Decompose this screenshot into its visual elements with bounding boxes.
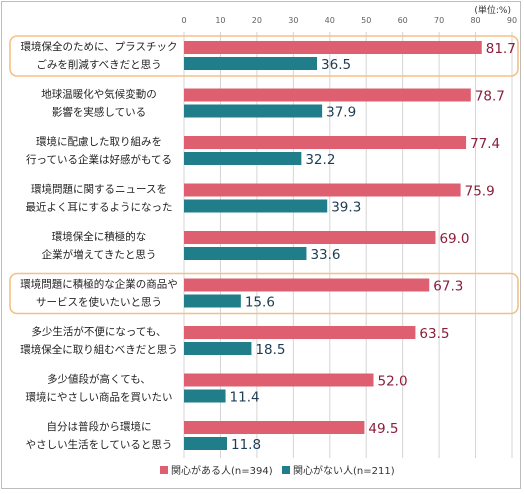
bar (184, 231, 436, 244)
x-tick-label: 90 (507, 16, 517, 25)
legend-swatch (282, 466, 290, 474)
bar (184, 247, 307, 260)
x-tick-label: 10 (215, 16, 225, 25)
category-label: 地球温暖化や気候変動の (41, 88, 157, 101)
bar (184, 342, 252, 355)
data-label: 33.6 (310, 247, 340, 263)
bar (184, 278, 430, 292)
data-label: 78.7 (475, 89, 505, 105)
data-label: 52.0 (378, 374, 408, 390)
bar (184, 57, 318, 70)
bar (184, 326, 416, 339)
category-label: 環境保全のために、プラスチック (21, 40, 178, 53)
category-label: 自分は普段から環境に (47, 420, 152, 433)
data-label: 67.3 (433, 279, 463, 295)
bar (184, 104, 323, 118)
data-label: 11.8 (231, 437, 261, 453)
data-label: 37.9 (326, 105, 356, 121)
category-label: 環境問題に関するニュースを (31, 183, 167, 196)
unit-label: (単位:%) (474, 4, 511, 16)
legend-swatch (160, 466, 168, 474)
x-tick-label: 80 (470, 16, 480, 25)
bar (184, 389, 226, 403)
x-tick-label: 30 (288, 16, 298, 25)
x-tick-label: 40 (325, 16, 335, 25)
category-label: 環境にやさしい商品を買いたい (26, 391, 173, 404)
data-label: 32.2 (305, 152, 335, 168)
category-label: 多少生活が不便になっても、 (31, 325, 166, 338)
category-label: 環境保全に積極的な (52, 230, 147, 243)
data-label: 15.6 (245, 295, 275, 311)
category-label: 影響を実感している (52, 106, 146, 119)
category-label: 環境保全に取り組むべきだと思う (20, 343, 178, 356)
category-label: 行っている企業は好感がもてる (26, 153, 172, 166)
bar (184, 437, 228, 450)
bar (184, 183, 461, 197)
bar (184, 373, 374, 387)
data-label: 36.5 (321, 57, 351, 73)
x-tick-label: 60 (398, 16, 408, 25)
category-label: 企業が増えてきたと思う (42, 248, 157, 261)
bar (184, 41, 482, 54)
category-label: 環境に配慮した取り組みを (36, 135, 162, 148)
data-label: 11.4 (230, 390, 260, 406)
bar (184, 152, 302, 165)
data-label: 75.9 (465, 184, 495, 200)
category-label: やさしい生活をしていると思う (26, 438, 173, 451)
category-label: 最近よく耳にするようになった (25, 201, 172, 214)
bar (184, 88, 471, 102)
data-label: 18.5 (255, 342, 285, 358)
category-label: ごみを削減すべきだと思う (36, 58, 161, 71)
data-label: 39.3 (331, 200, 361, 216)
x-tick-label: 0 (181, 16, 186, 25)
legend-label: 関心がある人(n=394) (171, 464, 273, 477)
x-tick-label: 50 (361, 16, 371, 25)
category-label: 環境問題に積極的な企業の商品や (20, 278, 178, 291)
bar (184, 136, 467, 149)
x-tick-label: 20 (252, 16, 262, 25)
data-label: 63.5 (419, 326, 449, 342)
data-label: 49.5 (368, 421, 398, 437)
highlight-box (9, 35, 519, 77)
bar (184, 421, 365, 434)
category-label: サービスを使いたいと思う (36, 296, 162, 309)
legend-label: 関心がない人(n=211) (293, 464, 395, 477)
highlight-box (9, 272, 519, 315)
bar (184, 199, 328, 213)
data-label: 81.7 (486, 41, 516, 57)
data-label: 69.0 (439, 231, 469, 247)
category-label: 多少値段が高くても、 (47, 373, 151, 386)
x-tick-label: 70 (434, 16, 444, 25)
data-label: 77.4 (470, 136, 500, 152)
bar (184, 294, 241, 308)
